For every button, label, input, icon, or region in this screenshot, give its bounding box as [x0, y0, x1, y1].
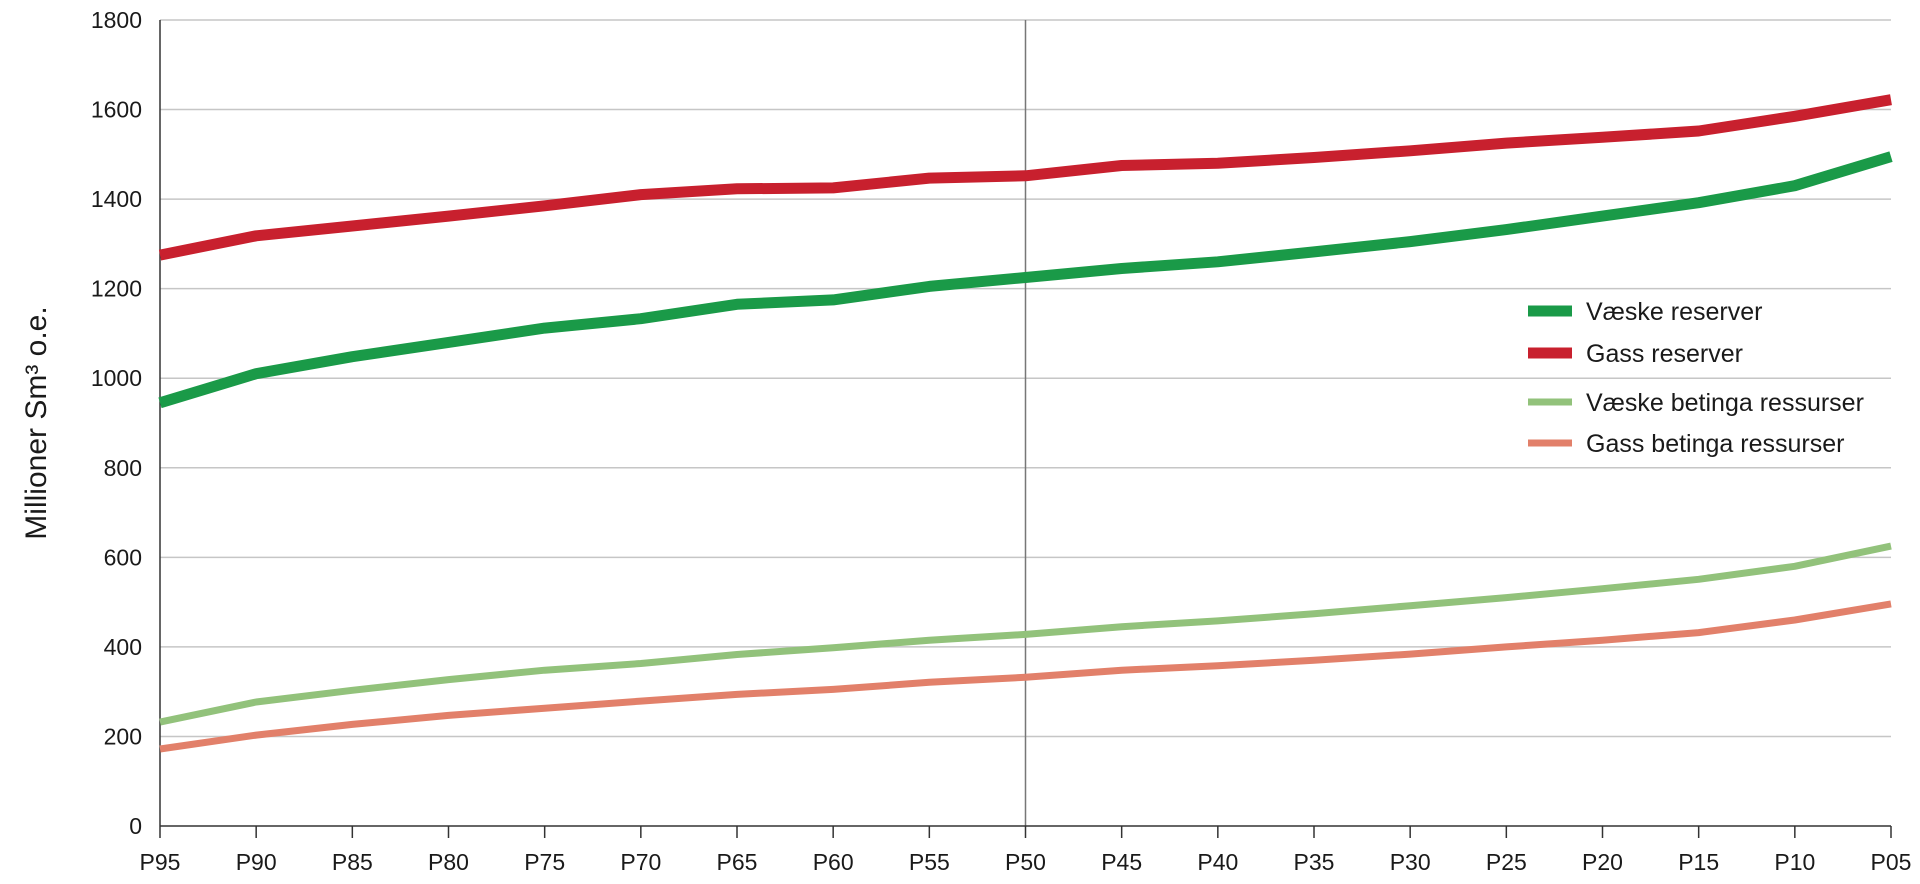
- y-tick-label: 600: [104, 544, 142, 570]
- x-tick-label: P95: [140, 849, 181, 875]
- y-tick-label: 1200: [91, 276, 142, 302]
- x-tick-label: P60: [813, 849, 854, 875]
- x-tick-label: P35: [1294, 849, 1335, 875]
- y-tick-label: 800: [104, 455, 142, 481]
- y-tick-label: 0: [129, 813, 142, 839]
- x-tick-label: P30: [1390, 849, 1431, 875]
- legend-label-1: Væske reserver: [1586, 298, 1762, 326]
- axes: [159, 20, 1892, 838]
- x-tick-label: P05: [1871, 849, 1912, 875]
- x-tick-label: P75: [524, 849, 565, 875]
- series-line-3: [159, 542, 1892, 726]
- x-tick-label: P50: [1005, 849, 1046, 875]
- y-tick-label: 200: [104, 723, 142, 749]
- y-tick-label: 1400: [91, 186, 142, 212]
- x-tick-label: P45: [1101, 849, 1142, 875]
- x-tick-label: P15: [1678, 849, 1719, 875]
- x-tick-label: P85: [332, 849, 373, 875]
- series-line-1: [158, 151, 1893, 409]
- x-tick-label: P80: [428, 849, 469, 875]
- y-tick-label: 1600: [91, 97, 142, 123]
- x-tick-label: P40: [1197, 849, 1238, 875]
- legend-label-3: Væske betinga ressurser: [1586, 389, 1864, 417]
- legend-label-4: Gass betinga ressurser: [1586, 430, 1844, 458]
- series-lines: [158, 94, 1893, 753]
- x-tick-label: P70: [620, 849, 661, 875]
- x-tick-label: P20: [1582, 849, 1623, 875]
- y-tick-label: 1000: [91, 365, 142, 391]
- y-axis-title: Millioner Sm³ o.e.: [20, 306, 53, 539]
- legend-label-2: Gass reserver: [1586, 340, 1743, 368]
- x-tick-label: P25: [1486, 849, 1527, 875]
- legend: Væske reserver Gass reserver Væske betinga…: [1528, 298, 1864, 458]
- y-tick-label: 1800: [91, 7, 142, 33]
- y-tick-label: 400: [104, 634, 142, 660]
- tick-labels: 0 200 400 600 800 1000 1200 1400 1600 1800 P95 P90 P…: [91, 7, 1912, 875]
- x-tick-label: P90: [236, 849, 277, 875]
- x-tick-label: P10: [1774, 849, 1815, 875]
- x-tick-label: P65: [717, 849, 758, 875]
- series-line-2: [158, 94, 1892, 261]
- series-line-4: [159, 600, 1892, 753]
- x-tick-label: P55: [909, 849, 950, 875]
